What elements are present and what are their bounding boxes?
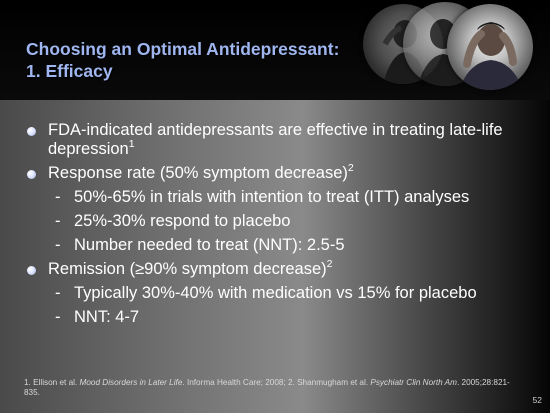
bullet-item: Remission (≥90% symptom decrease)2 — [24, 257, 534, 279]
bullet-text: FDA-indicated antidepressants are effect… — [48, 121, 503, 158]
bullet-dot-icon — [27, 266, 36, 275]
bullet-item: Response rate (50% symptom decrease)2 — [24, 161, 534, 183]
person-holding-head-icon — [459, 22, 523, 90]
dash-marker: - — [55, 212, 61, 230]
bullet-list: FDA-indicated antidepressants are effect… — [24, 121, 534, 332]
citation-superscript: 2 — [347, 161, 354, 174]
footnote-text: . Informa Health Care; 2008; 2. Shanmugh… — [182, 378, 371, 387]
header-photo-collage — [363, 0, 550, 95]
sub-bullet-item: - 50%-65% in trials with intention to tr… — [24, 188, 534, 207]
sub-bullet-item: - NNT: 4-7 — [24, 308, 534, 327]
sub-bullet-text: NNT: 4-7 — [74, 308, 140, 326]
person-holding-head-photo — [447, 4, 533, 90]
slide-title: Choosing an Optimal Antidepressant: 1. E… — [26, 38, 339, 82]
journal-title: Psychiatr Clin North Am — [370, 378, 457, 387]
sub-bullet-item: - 25%-30% respond to placebo — [24, 212, 534, 231]
footnote-text: 1. Ellison et al. — [24, 378, 80, 387]
sub-bullet-text: 25%-30% respond to placebo — [74, 212, 291, 230]
bullet-dot-icon — [27, 170, 36, 179]
sub-bullet-text: Typically 30%-40% with medication vs 15%… — [74, 284, 477, 302]
bullet-text: Remission (≥90% symptom decrease) — [48, 260, 327, 278]
citation-superscript: 1 — [128, 137, 135, 150]
page-number: 52 — [532, 395, 542, 405]
sub-bullet-text: 50%-65% in trials with intention to trea… — [74, 188, 470, 206]
title-line-2: 1. Efficacy — [26, 61, 113, 81]
dash-marker: - — [55, 284, 61, 302]
bullet-item: FDA-indicated antidepressants are effect… — [24, 121, 534, 159]
sub-bullet-item: - Number needed to treat (NNT): 2.5-5 — [24, 236, 534, 255]
citation-superscript: 2 — [326, 257, 333, 270]
dash-marker: - — [55, 236, 61, 254]
sub-bullet-text: Number needed to treat (NNT): 2.5-5 — [74, 236, 345, 254]
title-bar: Choosing an Optimal Antidepressant: 1. E… — [0, 0, 550, 100]
sub-bullet-item: - Typically 30%-40% with medication vs 1… — [24, 284, 534, 303]
title-line-1: Choosing an Optimal Antidepressant: — [26, 39, 340, 59]
journal-title: Mood Disorders in Later Life — [79, 378, 183, 387]
dash-marker: - — [55, 308, 61, 326]
reference-footnote: 1. Ellison et al. Mood Disorders in Late… — [24, 378, 514, 398]
bullet-text: Response rate (50% symptom decrease) — [48, 164, 348, 182]
bullet-dot-icon — [27, 127, 36, 136]
footnote-text: . 2005;28:821-835. — [24, 378, 510, 397]
dash-marker: - — [55, 188, 61, 206]
